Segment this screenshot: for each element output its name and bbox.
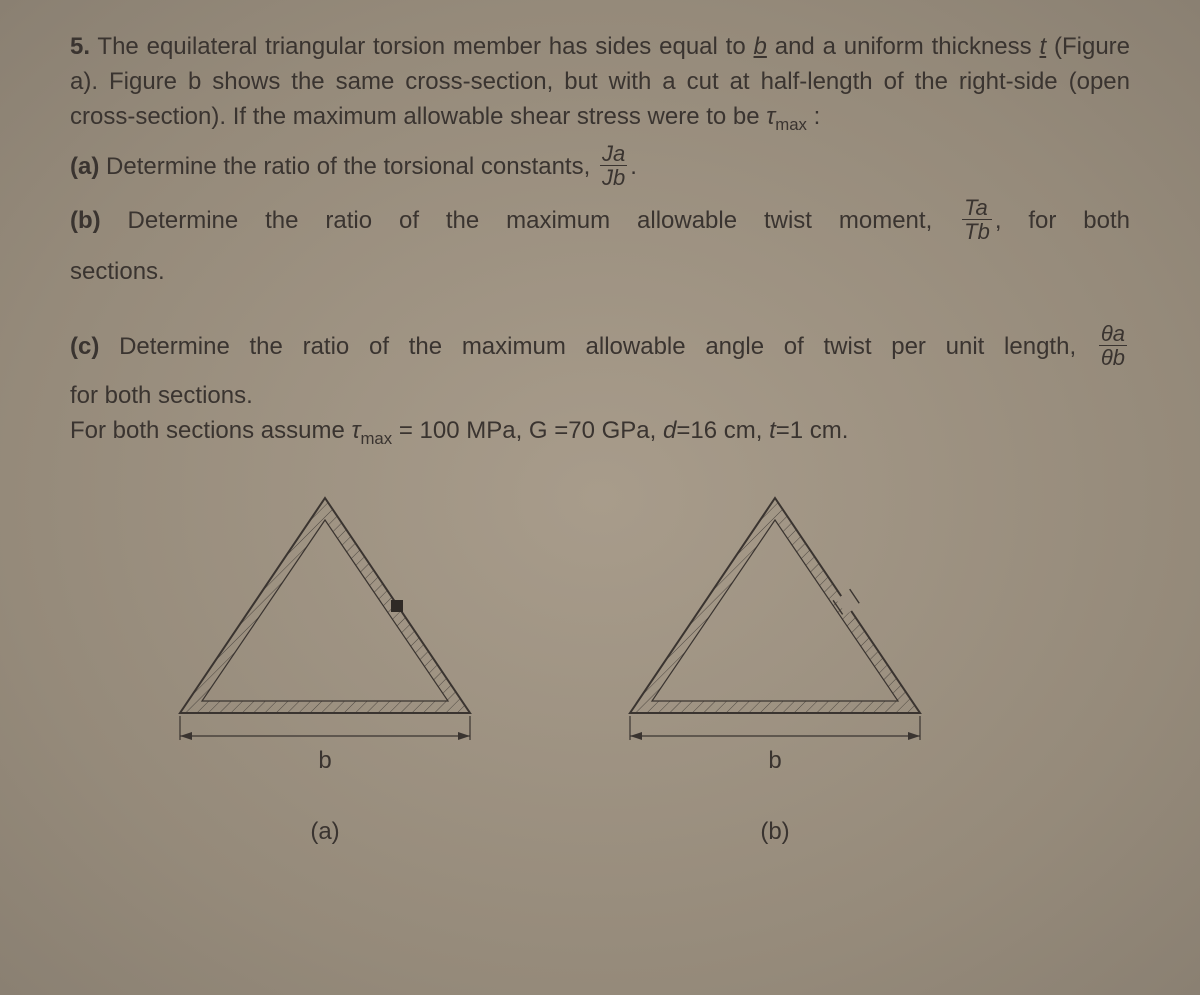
figure-row: b (a): [160, 478, 1130, 850]
fraction-theta: θaθb: [1099, 322, 1127, 369]
tau-symbol: τ: [766, 103, 775, 130]
fig-a-label: (a): [160, 815, 490, 850]
part-b-label: (b): [70, 207, 101, 234]
part-c-assume: For both sections assume: [70, 417, 351, 444]
part-c-line2: for both sections.: [70, 379, 1130, 414]
page: 5. The equilateral triangular torsion me…: [0, 0, 1200, 995]
figure-b-cell: b (b): [610, 478, 940, 850]
d-val: =16 cm,: [676, 417, 769, 444]
tau2-sub: max: [360, 428, 392, 447]
part-b-line2: sections.: [70, 255, 1130, 290]
fig-b-label: (b): [610, 815, 940, 850]
part-c-label: (c): [70, 333, 99, 360]
fig-a-dim: b: [160, 744, 490, 779]
t-val: =1 cm.: [776, 417, 849, 444]
problem-number: 5.: [70, 33, 90, 60]
part-b-mid: , for both: [995, 207, 1130, 234]
part-a-label: (a): [70, 153, 99, 180]
frac-num: θa: [1099, 322, 1127, 346]
figure-b-svg: [610, 478, 940, 748]
part-a: (a) Determine the ratio of the torsional…: [70, 144, 1130, 191]
part-c-for-both: for both sections.: [70, 382, 253, 409]
tau-sub: max: [775, 114, 807, 133]
part-a-end: .: [630, 153, 637, 180]
intro-colon: :: [807, 103, 820, 130]
part-c-line1: (c) Determine the ratio of the maximum a…: [70, 324, 1130, 371]
intro-text-2: and a uniform thickness: [767, 33, 1040, 60]
problem-intro: 5. The equilateral triangular torsion me…: [70, 30, 1130, 134]
part-b-line1: (b) Determine the ratio of the maximum a…: [70, 198, 1130, 245]
figure-a-cell: b (a): [160, 478, 490, 850]
intro-text-1: The equilateral triangular torsion membe…: [97, 33, 753, 60]
fraction-Ta-Tb: TaTb: [962, 196, 992, 243]
var-t2: t: [769, 417, 776, 444]
part-a-text: Determine the ratio of the torsional con…: [106, 153, 597, 180]
figure-a-svg: [160, 478, 490, 748]
part-c-line3: For both sections assume τmax = 100 MPa,…: [70, 414, 1130, 449]
var-d: d: [663, 417, 676, 444]
frac-num: Ta: [962, 196, 992, 220]
frac-den: θb: [1099, 346, 1127, 369]
var-b: b: [754, 33, 767, 60]
part-c-text: Determine the ratio of the maximum allow…: [119, 333, 1096, 360]
part-b-sections: sections.: [70, 258, 165, 285]
fig-b-dim: b: [610, 744, 940, 779]
fraction-Ja-Jb: JaJb: [600, 142, 627, 189]
part-c-vals: = 100 MPa, G =70 GPa,: [392, 417, 663, 444]
frac-den: Tb: [962, 220, 992, 243]
frac-den: Jb: [600, 166, 627, 189]
part-b-text: Determine the ratio of the maximum allow…: [128, 207, 960, 234]
frac-num: Ja: [600, 142, 627, 166]
